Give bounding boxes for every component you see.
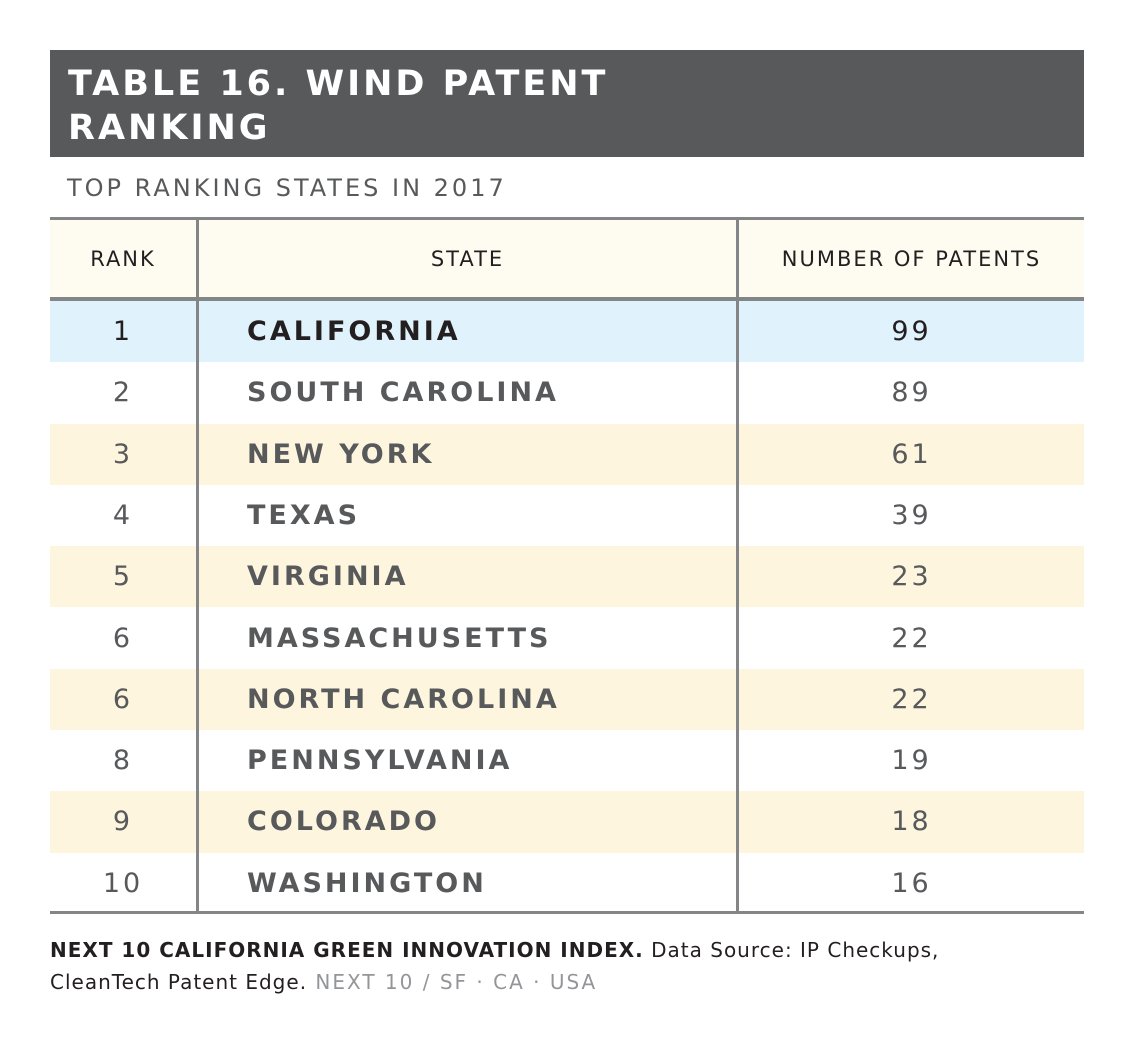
rank-cell: 5 bbox=[112, 561, 134, 593]
table-row: 5 VIRGINIA 23 bbox=[50, 546, 1084, 608]
state-cell: COLORADO bbox=[247, 806, 441, 838]
title-line-1: TABLE 16. WIND PATENT bbox=[68, 64, 609, 104]
table-row: 6 NORTH CAROLINA 22 bbox=[50, 668, 1084, 731]
header-state: STATE bbox=[430, 247, 505, 271]
patents-cell: 61 bbox=[891, 438, 932, 470]
rank-cell: 1 bbox=[112, 316, 134, 347]
patents-cell: 23 bbox=[891, 561, 932, 593]
header-number-of-patents: NUMBER OF PATENTS bbox=[781, 247, 1042, 271]
state-cell: CALIFORNIA bbox=[247, 316, 461, 347]
footer-tag: NEXT 10 / SF · CA · USA bbox=[307, 970, 598, 994]
header-rank: RANK bbox=[90, 247, 156, 271]
ranking-table: RANK STATE NUMBER OF PATENTS 1 CALIFORNIA… bbox=[50, 217, 1084, 914]
table-row: 6 MASSACHUSETTS 22 bbox=[50, 607, 1084, 669]
table-row: 4 TEXAS 39 bbox=[50, 484, 1084, 547]
table-header: RANK STATE NUMBER OF PATENTS bbox=[50, 220, 1084, 299]
table-row: 8 PENNSYLVANIA 19 bbox=[50, 730, 1084, 792]
header-rule bbox=[50, 297, 1084, 301]
rank-cell: 10 bbox=[102, 867, 144, 899]
state-cell: PENNSYLVANIA bbox=[247, 745, 513, 777]
column-divider-1 bbox=[196, 220, 199, 914]
footer-bold: NEXT 10 CALIFORNIA GREEN INNOVATION INDE… bbox=[50, 938, 644, 962]
patents-cell: 19 bbox=[891, 745, 932, 777]
rank-cell: 2 bbox=[112, 377, 134, 409]
title-line-2: RANKING bbox=[68, 108, 271, 148]
table-row: 9 COLORADO 18 bbox=[50, 791, 1084, 853]
patents-cell: 39 bbox=[891, 499, 932, 531]
subtitle: TOP RANKING STATES IN 2017 bbox=[67, 174, 507, 202]
footer-source-2: CleanTech Patent Edge bbox=[50, 970, 300, 994]
state-cell: NORTH CAROLINA bbox=[247, 683, 560, 715]
title-bar: TABLE 16. WIND PATENT RANKING bbox=[50, 50, 1084, 157]
column-divider-2 bbox=[736, 220, 739, 914]
bottom-rule bbox=[50, 911, 1084, 914]
rank-cell: 6 bbox=[112, 622, 134, 654]
table-row: 1 CALIFORNIA 99 bbox=[50, 301, 1084, 363]
footer-source-1: Data Source: IP Checkups, bbox=[643, 938, 940, 962]
rank-cell: 6 bbox=[112, 683, 134, 715]
patents-cell: 16 bbox=[891, 867, 932, 899]
state-cell: MASSACHUSETTS bbox=[247, 622, 552, 654]
state-cell: NEW YORK bbox=[247, 438, 435, 470]
table-row: 2 SOUTH CAROLINA 89 bbox=[50, 362, 1084, 424]
state-cell: TEXAS bbox=[247, 499, 361, 531]
state-cell: SOUTH CAROLINA bbox=[247, 377, 559, 409]
patents-cell: 22 bbox=[891, 622, 932, 654]
rank-cell: 8 bbox=[112, 745, 134, 777]
footer: NEXT 10 CALIFORNIA GREEN INNOVATION INDE… bbox=[50, 934, 1084, 998]
table-row: 10 WASHINGTON 16 bbox=[50, 852, 1084, 914]
patents-cell: 99 bbox=[891, 316, 932, 347]
rank-cell: 3 bbox=[112, 438, 134, 470]
top-rule bbox=[50, 217, 1084, 220]
patents-cell: 89 bbox=[891, 377, 932, 409]
rank-cell: 4 bbox=[112, 499, 134, 531]
state-cell: VIRGINIA bbox=[247, 561, 409, 593]
rank-cell: 9 bbox=[112, 806, 134, 838]
footer-period: . bbox=[299, 970, 308, 994]
patents-cell: 18 bbox=[891, 806, 932, 838]
state-cell: WASHINGTON bbox=[247, 867, 487, 899]
table-row: 3 NEW YORK 61 bbox=[50, 423, 1084, 485]
patents-cell: 22 bbox=[891, 683, 932, 715]
